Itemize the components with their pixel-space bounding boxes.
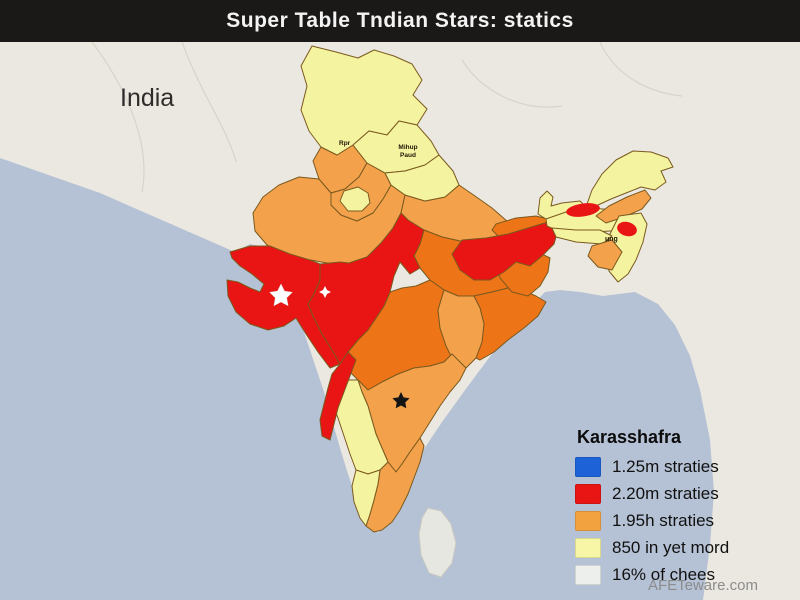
title-bar: Super Table Tndian Stars: statics — [0, 0, 800, 42]
state-malwa-red-band — [307, 212, 425, 365]
legend-title: Karasshafra — [577, 427, 682, 447]
legend-label: 850 in yet mord — [612, 538, 730, 557]
state-kerala — [351, 469, 381, 527]
legend-item: 1.25m straties — [575, 457, 729, 477]
page-title: Super Table Tndian Stars: statics — [226, 9, 574, 32]
legend-item: 16% of chees — [575, 565, 729, 585]
black-star-marker — [392, 392, 410, 409]
state-uttarakhand — [384, 154, 460, 202]
state-assam-diagonal — [595, 189, 652, 224]
faint-border-line — [91, 41, 145, 193]
legend-swatch-blue — [575, 457, 601, 477]
northeast-red-patch-1 — [566, 203, 600, 217]
legend-item: 850 in yet mord — [575, 538, 729, 558]
state-delhi-enclave — [339, 186, 371, 212]
faint-border-line — [599, 41, 683, 97]
faint-border-line — [461, 59, 563, 108]
legend-swatch-yellow — [575, 538, 601, 558]
state-label-punjab: Rpr — [339, 140, 351, 147]
legend-item: 1.95h straties — [575, 511, 729, 531]
watermark: AFETeware.com — [647, 577, 758, 594]
state-label-uttarakhand: Mihup Paud — [391, 144, 425, 160]
legend-label: 1.95h straties — [612, 511, 715, 530]
state-tripura-mizoram — [587, 239, 623, 271]
map-legend: Karasshafra 1.25m straties 2.20m stratie… — [575, 427, 729, 592]
state-label-uttarakhand-line2: Paud — [400, 152, 416, 159]
state-konkan-red-strip — [319, 351, 357, 441]
state-jharkhand-bengal-red — [451, 221, 559, 281]
legend-item: 2.20m straties — [575, 484, 729, 504]
white-sparkle-marker — [319, 286, 331, 298]
legend-label: 16% of chees — [612, 565, 716, 584]
state-meghalaya — [551, 227, 613, 245]
white-star-marker — [269, 283, 293, 307]
state-karnataka — [329, 379, 389, 475]
legend-swatch-red — [575, 484, 601, 504]
india-states — [226, 45, 674, 533]
northeast-red-patch-2 — [617, 221, 637, 237]
state-himachal — [352, 120, 440, 174]
legend-label: 1.25m straties — [612, 457, 719, 476]
legend-label: 2.20m straties — [612, 484, 719, 503]
legend-swatch-white — [575, 565, 601, 585]
legend-swatch-orange — [575, 511, 601, 531]
state-label-northeast: ung — [605, 236, 618, 243]
faint-border-line — [181, 41, 237, 163]
country-label: India — [120, 84, 175, 112]
state-arunachal — [585, 150, 674, 208]
island-sri-lanka — [418, 507, 457, 578]
state-label-uttarakhand-line1: Mihup — [398, 144, 418, 151]
state-chhattisgarh — [437, 289, 485, 369]
